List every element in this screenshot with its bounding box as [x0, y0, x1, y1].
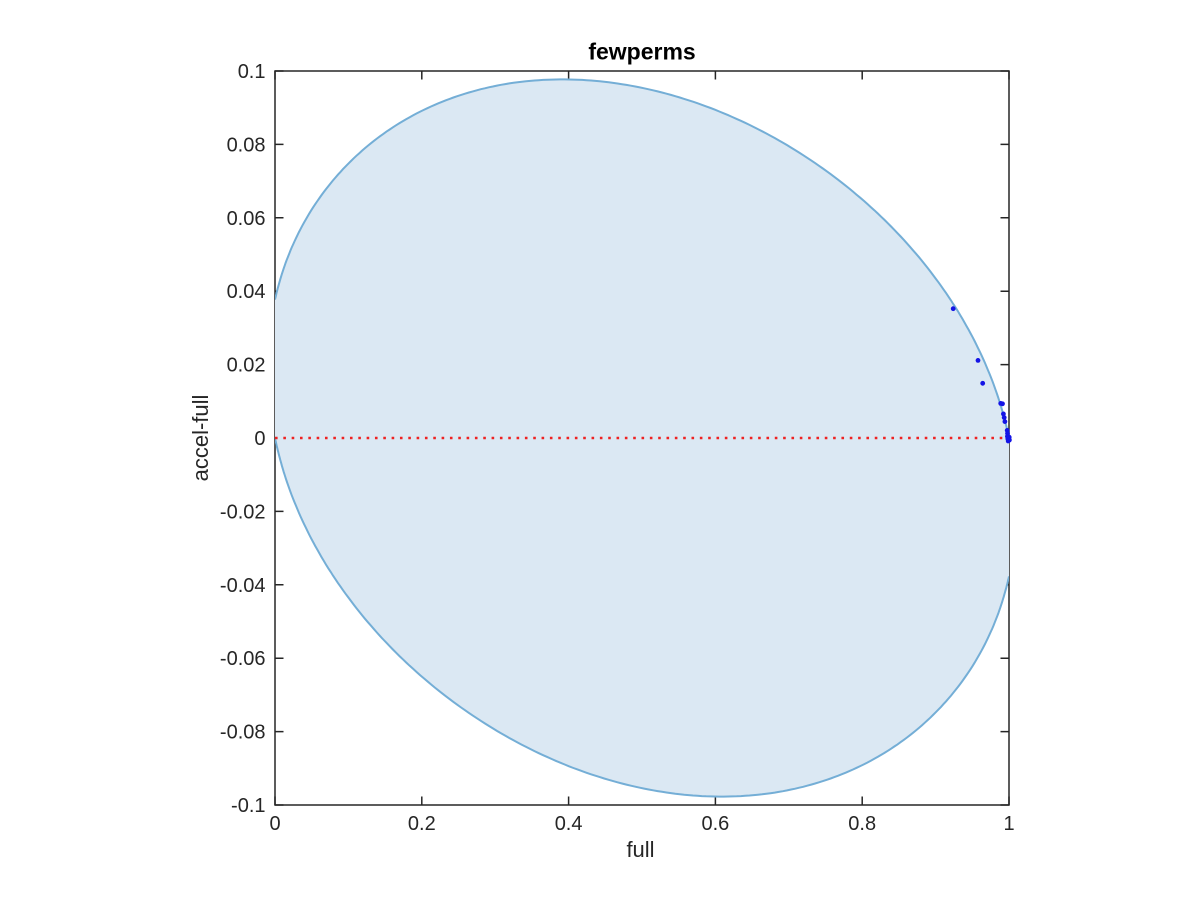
svg-text:0.4: 0.4 — [555, 813, 583, 835]
svg-text:-0.04: -0.04 — [220, 575, 266, 597]
svg-text:fewperms: fewperms — [588, 39, 695, 65]
svg-text:0.6: 0.6 — [701, 813, 729, 835]
svg-text:0.06: 0.06 — [227, 208, 266, 230]
svg-text:1: 1 — [1003, 813, 1014, 835]
svg-text:full: full — [626, 837, 654, 862]
svg-text:0.08: 0.08 — [227, 134, 266, 156]
svg-text:0: 0 — [254, 428, 265, 450]
svg-text:-0.02: -0.02 — [220, 501, 266, 523]
svg-text:accel-full: accel-full — [188, 395, 213, 482]
svg-text:0.02: 0.02 — [227, 355, 266, 377]
svg-text:-0.06: -0.06 — [220, 648, 266, 670]
svg-text:0.2: 0.2 — [408, 813, 436, 835]
svg-text:0.8: 0.8 — [848, 813, 876, 835]
svg-text:-0.1: -0.1 — [231, 795, 265, 817]
svg-text:-0.08: -0.08 — [220, 722, 266, 744]
svg-text:0.04: 0.04 — [227, 281, 266, 303]
svg-text:0.1: 0.1 — [238, 61, 266, 83]
svg-text:0: 0 — [269, 813, 280, 835]
